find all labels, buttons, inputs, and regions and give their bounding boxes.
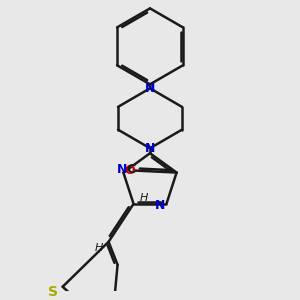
Text: N: N <box>145 142 155 155</box>
Text: N: N <box>145 82 155 95</box>
Text: H: H <box>94 243 103 253</box>
Text: O: O <box>124 164 135 177</box>
Text: N: N <box>116 163 127 176</box>
Text: H: H <box>140 193 148 203</box>
Text: C: C <box>126 163 135 176</box>
Text: S: S <box>48 285 58 299</box>
Text: N: N <box>155 199 166 212</box>
